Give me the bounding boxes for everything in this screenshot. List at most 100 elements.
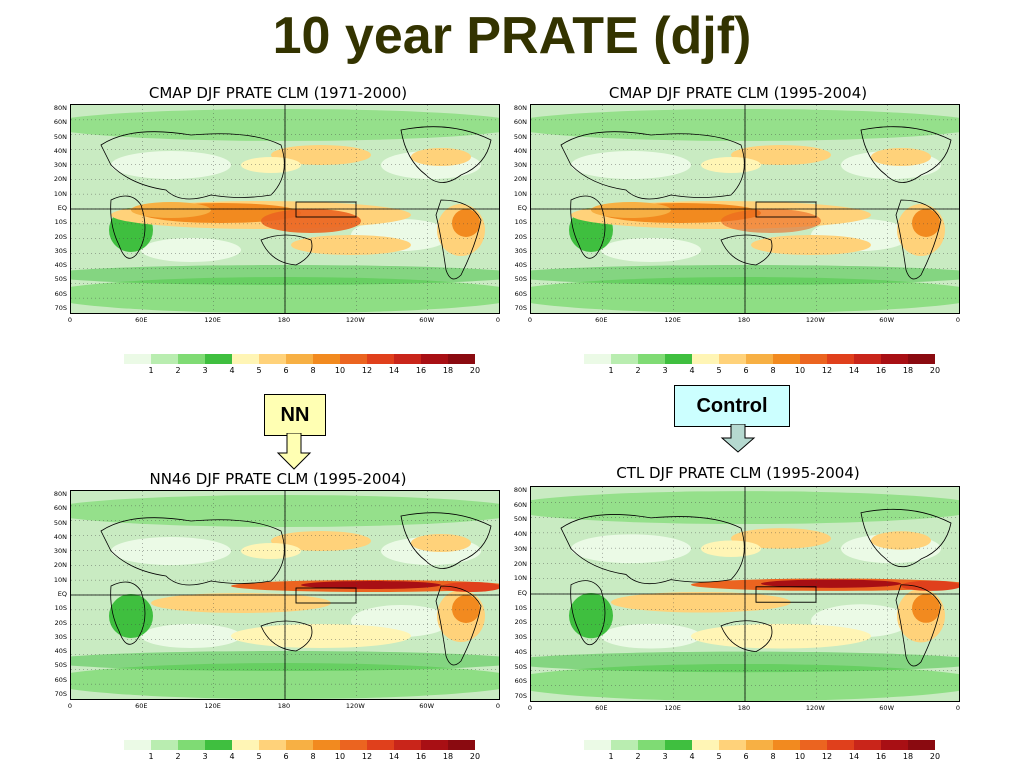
colorbar-swatch — [367, 740, 394, 750]
longitude-tick: 120E — [664, 316, 681, 324]
latitude-tick: EQ — [517, 589, 527, 597]
colorbar-swatch — [340, 354, 367, 364]
precip-region — [701, 540, 761, 557]
latitude-tick: 70S — [514, 692, 527, 700]
latitude-tick: 20S — [54, 618, 67, 627]
latitude-tick: 50N — [53, 132, 67, 141]
colorbar-swatch — [854, 354, 881, 364]
colorbar-swatch — [665, 354, 692, 364]
control-callout: Control — [674, 385, 790, 427]
colorbar-level: 20 — [469, 366, 481, 375]
colorbar-level: 20 — [929, 752, 941, 761]
longitude-tick: 60E — [135, 316, 148, 324]
colorbar-swatch — [719, 740, 746, 750]
colorbar-swatch — [421, 354, 448, 364]
latitude-tick: 30S — [514, 633, 527, 642]
latitude-tick: 30S — [514, 246, 527, 255]
colorbar-swatch — [584, 354, 611, 364]
coastline — [570, 580, 606, 646]
precip-region — [901, 580, 959, 591]
colorbar-level: 8 — [310, 366, 316, 375]
colorbar-swatch — [827, 354, 854, 364]
coastline — [260, 234, 313, 266]
longitude-tick: 0 — [495, 316, 501, 324]
coastline — [720, 234, 773, 266]
colorbar-level: 8 — [770, 752, 776, 761]
colorbar-swatch — [232, 354, 259, 364]
colorbar-swatch — [611, 354, 638, 364]
colorbar-swatch — [827, 740, 854, 750]
latitude-tick: 70S — [54, 690, 67, 698]
precip-region — [731, 528, 831, 549]
longitude-tick: 60W — [419, 316, 434, 324]
colorbar-swatch — [800, 740, 827, 750]
longitude-tick: 180 — [737, 704, 751, 712]
coastline — [400, 126, 492, 183]
colorbar-level: 14 — [848, 366, 860, 375]
precip-region — [912, 209, 940, 237]
colorbar-level: 18 — [902, 752, 914, 761]
colorbar-level: 4 — [229, 752, 235, 761]
precip-region — [701, 157, 761, 173]
colorbar-swatch — [584, 740, 611, 750]
panel-title: CMAP DJF PRATE CLM (1971-2000) — [148, 84, 408, 102]
precip-region — [241, 157, 301, 173]
precip-region — [441, 582, 499, 592]
precip-region — [912, 594, 940, 623]
colorbar-level: 8 — [310, 752, 316, 761]
colorbar-swatch — [313, 354, 340, 364]
colorbar-level: 12 — [821, 752, 833, 761]
precip-region — [411, 534, 471, 552]
map-panel-cmap-1995-2004: CMAP DJF PRATE CLM (1995-2004) 80N 60N 50N… — [508, 84, 968, 375]
colorbar-level: 3 — [662, 366, 668, 375]
latitude-tick: 20S — [514, 618, 527, 627]
precip-region — [271, 531, 371, 551]
latitude-tick: 40N — [53, 532, 67, 541]
precip-region — [291, 235, 411, 255]
colorbar-level: 4 — [689, 366, 695, 375]
colorbar-level: 14 — [388, 366, 400, 375]
colorbar-swatch — [286, 740, 313, 750]
precip-region — [141, 624, 241, 648]
latitude-tick: 20S — [514, 232, 527, 241]
precip-region — [151, 593, 331, 613]
colorbar-level: 4 — [229, 366, 235, 375]
colorbar-level: 5 — [716, 366, 722, 375]
latitude-tick: 60N — [53, 504, 67, 513]
precip-region — [571, 151, 691, 179]
region-box — [295, 587, 357, 604]
colorbar-swatch — [908, 354, 935, 364]
colorbar-swatch — [205, 740, 232, 750]
colorbar-level: 10 — [794, 366, 806, 375]
map-panel-nn46: NN46 DJF PRATE CLM (1995-2004) 80N 60N 50N… — [48, 470, 508, 766]
panel-title: CMAP DJF PRATE CLM (1995-2004) — [608, 84, 868, 102]
colorbar-swatch — [611, 740, 638, 750]
latitude-tick: 20S — [54, 232, 67, 241]
colorbar-swatch — [773, 740, 800, 750]
precip-region — [271, 145, 371, 165]
precip-region — [241, 543, 301, 559]
latitude-tick: 50N — [53, 518, 67, 527]
longitude-tick: 60W — [419, 702, 434, 710]
longitude-tick: 60W — [879, 704, 894, 712]
precip-region — [591, 202, 671, 218]
longitude-tick: 60E — [595, 704, 608, 712]
coastline — [895, 199, 942, 280]
latitude-tick: 60N — [513, 118, 527, 127]
colorbar-swatch — [773, 354, 800, 364]
latitude-tick: 40N — [53, 146, 67, 155]
longitude-tick: 60E — [135, 702, 148, 710]
latitude-tick: 60N — [513, 500, 527, 509]
colorbar-level: 3 — [662, 752, 668, 761]
longitude-tick: 180 — [277, 316, 291, 324]
latitude-tick: 40S — [514, 261, 527, 270]
longitude-tick: 120W — [345, 316, 365, 324]
longitude-tick: 120E — [204, 702, 221, 710]
nn-arrow — [276, 433, 312, 470]
precip-map — [70, 490, 500, 700]
longitude-tick: 120W — [345, 702, 365, 710]
colorbar-swatch — [205, 354, 232, 364]
latitude-tick: 20N — [513, 559, 527, 568]
latitude-tick: 70S — [54, 304, 67, 312]
latitude-tick: 80N — [53, 490, 67, 498]
